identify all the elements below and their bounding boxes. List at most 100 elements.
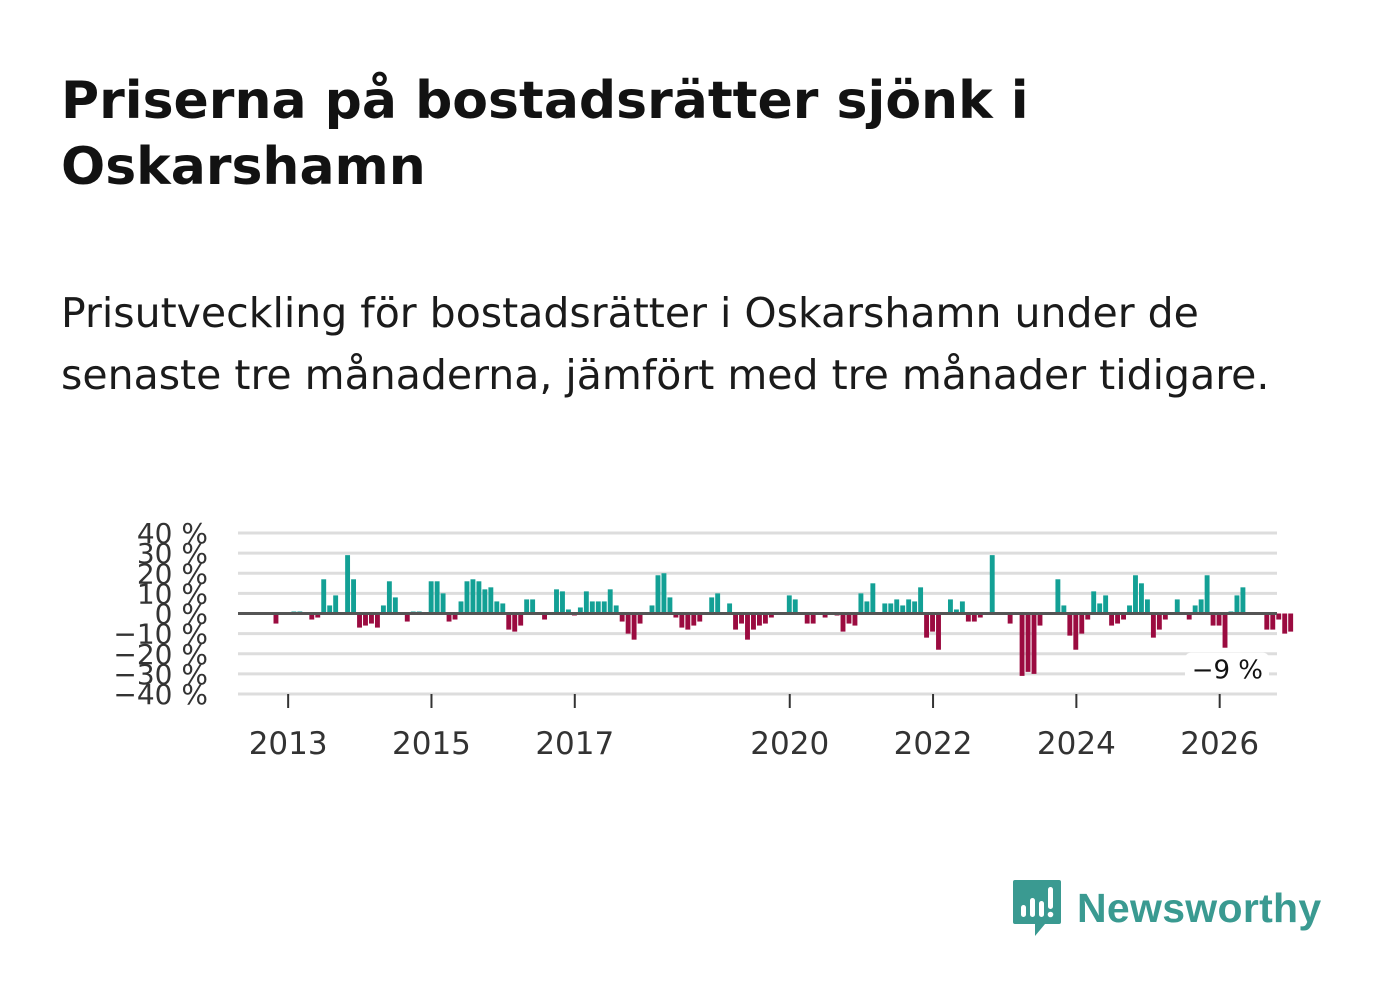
bar — [607, 589, 613, 614]
bar — [482, 589, 488, 614]
bar — [542, 613, 548, 620]
bar — [1162, 613, 1168, 620]
bar — [930, 613, 935, 632]
bar — [434, 581, 440, 614]
bar — [977, 613, 983, 618]
bar — [751, 613, 756, 630]
bar — [1019, 613, 1025, 676]
bar — [924, 613, 930, 638]
bar — [1276, 613, 1282, 620]
bar — [1097, 603, 1103, 614]
x-tick-label: 2017 — [535, 726, 614, 762]
bar — [1037, 613, 1043, 626]
y-tick-label: −40 % — [113, 678, 208, 711]
bar — [428, 581, 434, 614]
bar — [404, 613, 410, 622]
bar — [953, 609, 959, 614]
end-value-label: −9 % — [1192, 656, 1263, 686]
bar — [894, 599, 900, 614]
bar — [1192, 605, 1198, 614]
bar — [273, 613, 279, 624]
bar — [1079, 613, 1085, 634]
y-tick-label: 20 % — [137, 557, 208, 590]
newsworthy-logo[interactable]: Newsworthy — [1011, 878, 1322, 938]
bar — [882, 603, 888, 614]
bar — [762, 613, 768, 624]
bar — [959, 601, 965, 614]
bar — [1264, 613, 1270, 630]
bar — [1073, 613, 1079, 650]
bar — [625, 613, 631, 634]
bar — [745, 613, 750, 640]
x-tick-label: 2013 — [249, 726, 328, 762]
bar — [1025, 613, 1031, 672]
bar — [727, 603, 733, 614]
bar — [1270, 613, 1276, 630]
bar — [363, 613, 368, 626]
bar — [446, 613, 452, 622]
bar — [655, 575, 661, 614]
bar — [864, 601, 870, 614]
bar — [374, 613, 380, 628]
bar — [792, 599, 798, 614]
bar — [458, 601, 464, 614]
bar — [1156, 613, 1162, 630]
bar — [369, 613, 374, 624]
bar — [595, 601, 601, 614]
bar — [500, 603, 506, 614]
bar-series — [273, 555, 1294, 676]
bar — [918, 587, 924, 614]
y-tick-label: 40 % — [137, 517, 208, 550]
bar — [577, 607, 583, 614]
bar — [452, 613, 458, 620]
newsworthy-logo-icon — [1013, 880, 1061, 936]
bar — [1216, 613, 1222, 626]
bar — [673, 613, 679, 618]
bar — [518, 613, 524, 626]
bar — [1007, 613, 1013, 624]
x-tick-label: 2015 — [392, 726, 471, 762]
bar — [912, 601, 918, 614]
bar — [1186, 613, 1192, 620]
bar — [380, 605, 386, 614]
y-tick-label: 30 % — [137, 537, 208, 570]
bar — [697, 613, 703, 622]
bar — [1204, 575, 1210, 614]
bar — [351, 579, 357, 614]
bar — [1121, 613, 1126, 620]
bar — [1222, 613, 1228, 648]
bar — [768, 613, 774, 618]
bar — [631, 613, 637, 640]
y-tick-label: −20 % — [113, 638, 208, 671]
bar — [739, 613, 744, 624]
bar — [1234, 595, 1240, 614]
bar — [846, 613, 852, 624]
bar — [1055, 579, 1061, 614]
bar — [679, 613, 685, 628]
bar — [345, 555, 351, 614]
bar — [315, 613, 321, 618]
bar — [786, 595, 792, 614]
bar — [667, 597, 673, 614]
bar — [589, 601, 595, 614]
bar — [1067, 613, 1073, 636]
bar — [560, 591, 565, 614]
x-tick-label: 2020 — [750, 726, 829, 762]
bar — [524, 599, 530, 614]
bar — [906, 599, 912, 614]
bar — [1210, 613, 1216, 626]
bar — [989, 555, 995, 614]
bar — [888, 603, 894, 614]
bar — [470, 579, 476, 614]
bar — [691, 613, 697, 626]
bar — [333, 595, 339, 614]
bar — [900, 605, 906, 614]
grid-lines — [238, 531, 1277, 696]
bar-chart: 40 %30 %20 %10 %0 %−10 %−20 %−30 %−40 % … — [113, 517, 1294, 762]
bar — [733, 613, 739, 630]
y-tick-label: −30 % — [113, 658, 208, 691]
bar — [601, 601, 607, 614]
bar — [512, 613, 518, 632]
y-tick-label: 0 % — [155, 598, 208, 631]
bar — [715, 593, 721, 614]
